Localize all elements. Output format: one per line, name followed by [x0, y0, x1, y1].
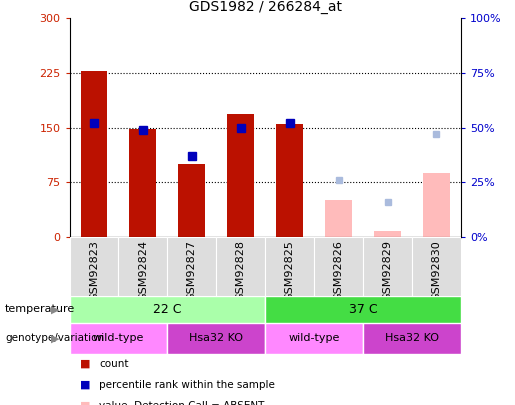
Bar [423, 173, 450, 237]
Bar [216, 237, 265, 296]
Text: wild-type: wild-type [288, 333, 340, 343]
Text: GSM92824: GSM92824 [138, 240, 148, 301]
Bar [314, 237, 363, 296]
Bar [80, 71, 108, 237]
Text: percentile rank within the sample: percentile rank within the sample [99, 380, 276, 390]
Bar [374, 231, 401, 237]
Text: GSM92830: GSM92830 [432, 240, 441, 301]
Text: GSM92828: GSM92828 [236, 240, 246, 301]
Text: 37 C: 37 C [349, 303, 377, 316]
Text: ▶: ▶ [50, 305, 59, 314]
Bar [70, 296, 265, 323]
Bar [70, 323, 167, 354]
Bar [265, 296, 461, 323]
Text: Hsa32 KO: Hsa32 KO [385, 333, 439, 343]
Bar [178, 164, 205, 237]
Text: GSM92827: GSM92827 [187, 240, 197, 301]
Bar [227, 115, 254, 237]
Text: GSM92829: GSM92829 [383, 240, 392, 301]
Bar [363, 323, 461, 354]
Text: GSM92823: GSM92823 [89, 240, 99, 301]
Text: wild-type: wild-type [93, 333, 144, 343]
Title: GDS1982 / 266284_at: GDS1982 / 266284_at [188, 0, 342, 15]
Text: Hsa32 KO: Hsa32 KO [190, 333, 243, 343]
Bar [118, 237, 167, 296]
Text: ▶: ▶ [50, 333, 59, 343]
Bar [265, 237, 314, 296]
Bar [363, 237, 412, 296]
Bar [129, 129, 157, 237]
Text: count: count [99, 359, 129, 369]
Text: value, Detection Call = ABSENT: value, Detection Call = ABSENT [99, 401, 265, 405]
Text: ■: ■ [80, 401, 90, 405]
Bar [70, 237, 118, 296]
Text: genotype/variation: genotype/variation [5, 333, 104, 343]
Bar [167, 237, 216, 296]
Bar [265, 323, 363, 354]
Bar [276, 124, 303, 237]
Bar [167, 323, 265, 354]
Text: GSM92825: GSM92825 [285, 240, 295, 301]
Bar [325, 200, 352, 237]
Text: ■: ■ [80, 380, 90, 390]
Text: ■: ■ [80, 359, 90, 369]
Text: temperature: temperature [5, 305, 75, 314]
Text: GSM92826: GSM92826 [334, 240, 344, 301]
Bar [412, 237, 461, 296]
Text: 22 C: 22 C [153, 303, 182, 316]
